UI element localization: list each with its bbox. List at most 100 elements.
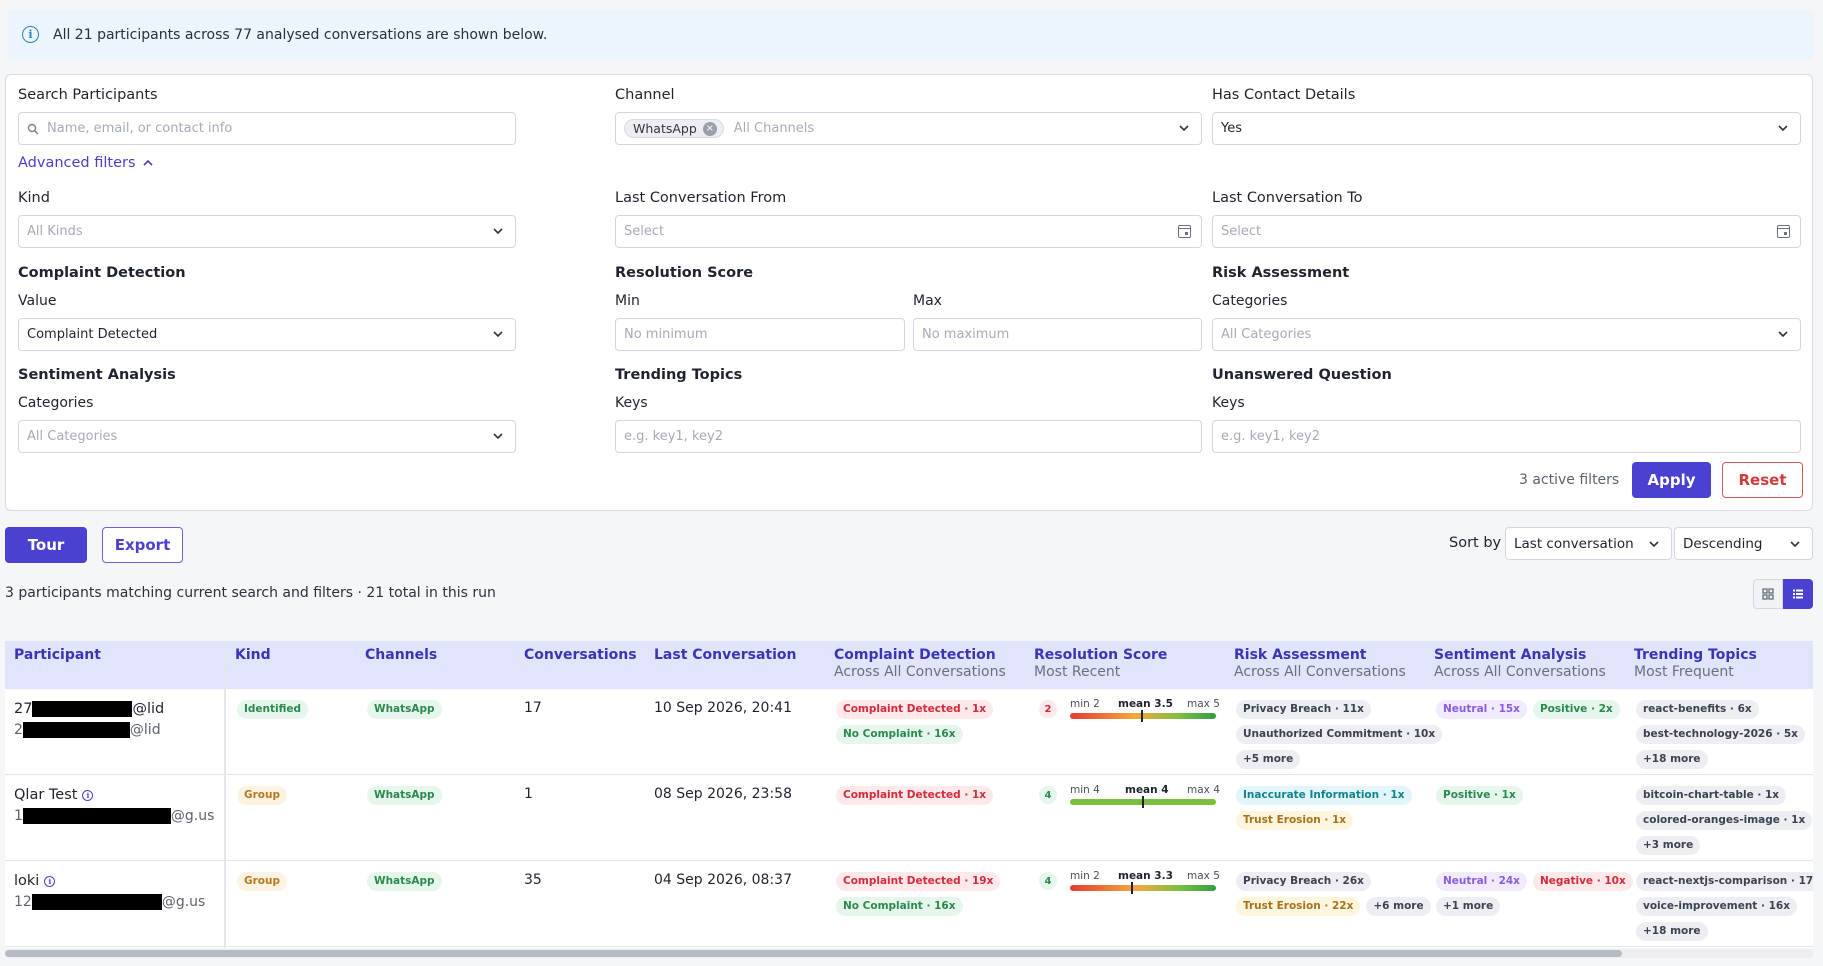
chevron-down-icon (493, 331, 503, 338)
apply-button[interactable]: Apply (1632, 462, 1711, 498)
calendar-icon[interactable] (1178, 225, 1191, 238)
risk-select[interactable]: All Categories (1212, 318, 1801, 351)
risk-badge: Trust Erosion · 1x (1236, 811, 1354, 830)
redaction-bar (22, 808, 171, 824)
kind-badge: Group (237, 786, 288, 805)
info-icon[interactable]: i (82, 789, 94, 801)
channel-badge: WhatsApp (367, 700, 442, 719)
name-prefix: 27 (14, 701, 33, 717)
th-channels-label: Channels (365, 647, 438, 663)
calendar-icon[interactable] (1777, 225, 1790, 238)
name-suffix: @lid (132, 701, 165, 717)
th-participant[interactable]: Participant (14, 647, 101, 664)
th-complaint[interactable]: Complaint Detection Across All Conversati… (834, 647, 1006, 681)
more-badge[interactable]: +5 more (1236, 750, 1301, 769)
sort-field-select[interactable]: Last conversation (1505, 527, 1672, 560)
more-badge[interactable]: +3 more (1636, 836, 1701, 855)
complaint-sublabel: Value (18, 293, 57, 309)
view-toggle (1753, 579, 1813, 609)
topic-badge: best-technology-2026 · 5x (1636, 725, 1805, 744)
score-bar (1070, 713, 1216, 719)
th-risk[interactable]: Risk Assessment Across All Conversations (1234, 647, 1406, 681)
th-conversations[interactable]: Conversations (524, 647, 637, 664)
score-max: max 5 (1187, 698, 1220, 710)
resolution-max-input[interactable]: No maximum (913, 318, 1202, 351)
contact-select[interactable]: Yes (1212, 112, 1801, 145)
kind-select[interactable]: All Kinds (18, 215, 516, 248)
th-trending[interactable]: Trending Topics Most Frequent (1634, 647, 1757, 681)
topics-cell: react-benefits · 6x best-technology-2026… (1636, 700, 1805, 769)
th-resolution[interactable]: Resolution Score Most Recent (1034, 647, 1167, 681)
more-badge[interactable]: +18 more (1636, 750, 1708, 769)
chevron-down-icon (1649, 541, 1659, 548)
unanswered-input[interactable]: e.g. key1, key2 (1212, 420, 1801, 453)
kind-label: Kind (18, 190, 50, 206)
chevron-up-icon (142, 159, 153, 166)
tour-button[interactable]: Tour (5, 527, 87, 563)
th-sentiment[interactable]: Sentiment Analysis Across All Conversatio… (1434, 647, 1606, 681)
topic-badge: react-nextjs-comparison · 17x (1636, 872, 1813, 891)
sentiment-select[interactable]: All Categories (18, 420, 516, 453)
th-risk-label: Risk Assessment (1234, 647, 1367, 663)
info-icon[interactable]: i (44, 875, 56, 887)
score-max: max 5 (1187, 870, 1220, 882)
conversation-count: 35 (524, 872, 542, 888)
from-date-input[interactable]: Select (615, 215, 1202, 248)
list-view-button[interactable] (1783, 579, 1813, 609)
scrollbar-thumb[interactable] (5, 950, 1622, 957)
channel-label: Channel (615, 87, 675, 103)
contact-value: Yes (1221, 121, 1242, 136)
sentiment-badge: Positive · 2x (1532, 700, 1620, 719)
score-min: min 2 (1070, 870, 1100, 882)
th-channels[interactable]: Channels (365, 647, 437, 664)
to-date-input[interactable]: Select (1212, 215, 1801, 248)
trending-input[interactable]: e.g. key1, key2 (615, 420, 1202, 453)
search-input[interactable]: Name, email, or contact info (18, 112, 516, 145)
complaint-badge: Complaint Detected · 19x (836, 872, 1001, 891)
resolution-min-label: Min (615, 293, 640, 309)
id-suffix: @lid (129, 722, 161, 738)
horizontal-scrollbar[interactable] (5, 949, 1813, 958)
more-badge[interactable]: +6 more (1366, 897, 1431, 916)
complaint-value: Complaint Detected (27, 327, 158, 342)
resolution-label: Resolution Score (615, 265, 754, 281)
sort-order-select[interactable]: Descending (1674, 527, 1813, 560)
channel-chip-label: WhatsApp (633, 121, 697, 136)
sentiment-cell: Neutral · 24x Negative · 10x +1 more (1436, 872, 1633, 916)
table-row[interactable]: 27 @lid 2 @lid Identified WhatsApp 17 10 S… (5, 689, 1813, 775)
id-suffix: @g.us (161, 894, 206, 910)
filter-panel: Search Participants Name, email, or cont… (5, 74, 1813, 511)
conversation-count: 1 (524, 786, 533, 802)
resolution-min-input[interactable]: No minimum (615, 318, 905, 351)
participant-name-text: loki (14, 873, 40, 889)
advanced-filters-toggle[interactable]: Advanced filters (18, 155, 154, 171)
complaint-cell: Complaint Detected · 19x No Complaint · … (836, 872, 1001, 916)
score-mean: mean 3.3 (1118, 870, 1173, 882)
score-value-badge: 4 (1039, 786, 1057, 804)
risk-sublabel: Categories (1212, 293, 1288, 309)
to-label: Last Conversation To (1212, 190, 1363, 206)
channel-placeholder: All Channels (733, 121, 815, 136)
chip-remove-icon[interactable]: × (702, 121, 717, 136)
more-badge[interactable]: +1 more (1436, 897, 1501, 916)
redaction-bar (32, 701, 133, 717)
table-row[interactable]: Qlar Test i 1 @g.us Group WhatsApp 1 08 Se… (5, 775, 1813, 861)
participant-cell: 27 @lid 2 @lid (14, 701, 164, 738)
unanswered-sublabel: Keys (1212, 395, 1245, 411)
th-complaint-label: Complaint Detection (834, 647, 996, 663)
unanswered-label: Unanswered Question (1212, 367, 1392, 383)
risk-cell: Inaccurate Information · 1x Trust Erosio… (1236, 786, 1412, 830)
th-kind[interactable]: Kind (235, 647, 271, 664)
export-button[interactable]: Export (102, 527, 183, 563)
more-badge[interactable]: +18 more (1636, 922, 1708, 941)
complaint-select[interactable]: Complaint Detected (18, 318, 516, 351)
info-banner-text: All 21 participants across 77 analysed c… (53, 26, 548, 43)
channel-select[interactable]: WhatsApp × All Channels (615, 112, 1202, 145)
reset-button[interactable]: Reset (1722, 462, 1803, 498)
grid-view-button[interactable] (1753, 579, 1783, 609)
complaint-label: Complaint Detection (18, 265, 186, 281)
table-row[interactable]: loki i 12 @g.us Group WhatsApp 35 04 Sep 2… (5, 861, 1813, 947)
th-last[interactable]: Last Conversation (654, 647, 797, 664)
topic-badge: bitcoin-chart-table · 1x (1636, 786, 1787, 805)
score-mean: mean 3.5 (1118, 698, 1173, 710)
